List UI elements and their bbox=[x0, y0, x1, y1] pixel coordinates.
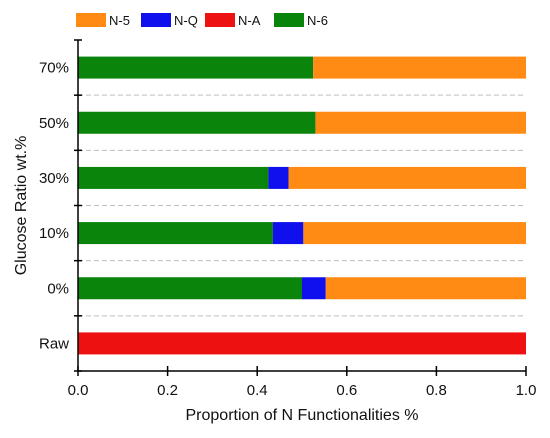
y-tick-label: 50% bbox=[39, 115, 69, 132]
bar-segment-n-6 bbox=[78, 277, 302, 300]
bar-segment-n-a bbox=[78, 332, 526, 355]
y-tick-label: Raw bbox=[39, 335, 69, 352]
bar-segment-n-6 bbox=[78, 166, 269, 189]
x-tick-label: 0.2 bbox=[157, 382, 178, 399]
x-tick-label: 0.6 bbox=[336, 382, 357, 399]
bar-segment-n-q bbox=[272, 222, 304, 245]
y-tick-label: 10% bbox=[39, 225, 69, 242]
bar-segment-n-6 bbox=[78, 111, 316, 134]
x-tick-label: 0.8 bbox=[426, 382, 447, 399]
legend-label: N-5 bbox=[109, 13, 130, 28]
bars bbox=[78, 56, 526, 355]
y-axis-title: Glucose Ratio wt.% bbox=[13, 136, 30, 276]
legend-label: N-Q bbox=[174, 13, 198, 28]
bar-segment-n-5 bbox=[313, 56, 526, 79]
legend-swatch-n-6 bbox=[274, 13, 304, 27]
bar-segment-n-q bbox=[302, 277, 326, 300]
legend-swatch-n-5 bbox=[76, 13, 106, 27]
y-tick-label: 70% bbox=[39, 60, 69, 77]
bar-segment-n-5 bbox=[303, 222, 526, 245]
bar-segment-n-q bbox=[268, 166, 289, 189]
bar-segment-n-5 bbox=[315, 111, 526, 134]
bar-segment-n-5 bbox=[288, 166, 526, 189]
axes: 70% 50% 30% 10% 0% Raw 0.0 0.2 0.4 0.6 0.8 1.0 bbox=[39, 39, 537, 399]
x-tick-label: 0.4 bbox=[247, 382, 268, 399]
x-tick-label: 0.0 bbox=[68, 382, 89, 399]
bar-segment-n-5 bbox=[325, 277, 526, 300]
legend-swatch-n-q bbox=[141, 13, 171, 27]
bar-segment-n-6 bbox=[78, 222, 273, 245]
legend-swatch-n-a bbox=[205, 13, 235, 27]
x-tick-label: 1.0 bbox=[516, 382, 537, 399]
legend-label: N-6 bbox=[307, 13, 328, 28]
x-axis-title: Proportion of N Functionalities % bbox=[186, 407, 419, 424]
bar-segment-n-6 bbox=[78, 56, 314, 79]
legend: N-5 N-Q N-A N-6 bbox=[76, 13, 328, 28]
legend-label: N-A bbox=[238, 13, 261, 28]
grid-lines bbox=[78, 94, 526, 317]
y-tick-label: 0% bbox=[47, 280, 69, 297]
y-tick-label: 30% bbox=[39, 170, 69, 187]
